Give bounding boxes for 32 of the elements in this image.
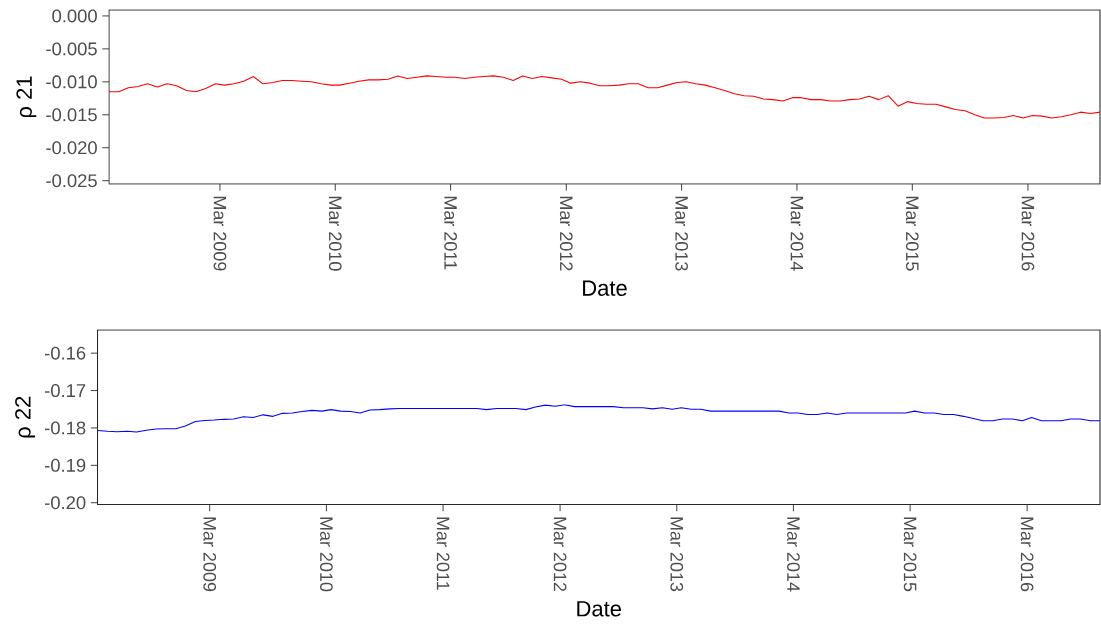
x-tick-label: Mar 2013	[675, 196, 688, 271]
x-tick-label: Mar 2013	[670, 517, 684, 592]
x-tick-label: Mar 2012	[559, 196, 573, 271]
y-tick-label: -0.17	[45, 384, 86, 398]
x-tick-label: Mar 2009	[213, 196, 227, 271]
y-tick-label: -0.19	[45, 458, 86, 472]
x-tick-label: Mar 2009	[203, 517, 217, 592]
y-tick-label: -0.005	[46, 42, 97, 56]
y-axis-title: ρ 22	[15, 396, 36, 438]
y-tick-label: -0.010	[46, 75, 97, 89]
x-tick-label: Mar 2014	[790, 196, 804, 271]
x-tick-label: Mar 2010	[328, 196, 342, 271]
y-tick-label: -0.015	[46, 108, 97, 122]
x-tick-label: Mar 2016	[1021, 196, 1035, 271]
x-axis-title: Date	[583, 280, 627, 296]
x-tick-label: Mar 2016	[1020, 517, 1034, 592]
y-axis-title: ρ 21	[16, 76, 37, 118]
y-tick-label: -0.18	[45, 421, 86, 435]
x-tick-label: Mar 2012	[553, 517, 567, 592]
line-series	[109, 75, 1100, 119]
x-tick-label: Mar 2011	[436, 517, 450, 590]
x-tick-label: Mar 2010	[320, 517, 333, 592]
x-tick-label: Mar 2011	[444, 196, 457, 270]
y-tick-label: -0.20	[45, 496, 86, 510]
x-tick-label: Mar 2015	[905, 196, 919, 271]
x-tick-label: Mar 2014	[787, 517, 800, 592]
y-tick-label: -0.16	[45, 346, 86, 360]
y-tick-label: 0.000	[52, 9, 97, 23]
x-tick-label: Mar 2015	[903, 517, 917, 592]
x-axis-title: Date	[577, 601, 621, 617]
y-tick-label: -0.025	[46, 174, 97, 188]
y-tick-label: -0.020	[46, 141, 97, 155]
